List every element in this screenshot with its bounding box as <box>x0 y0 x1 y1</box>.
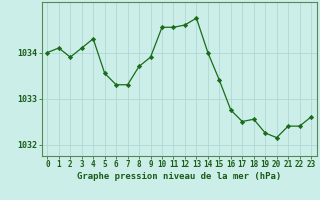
X-axis label: Graphe pression niveau de la mer (hPa): Graphe pression niveau de la mer (hPa) <box>77 172 281 181</box>
